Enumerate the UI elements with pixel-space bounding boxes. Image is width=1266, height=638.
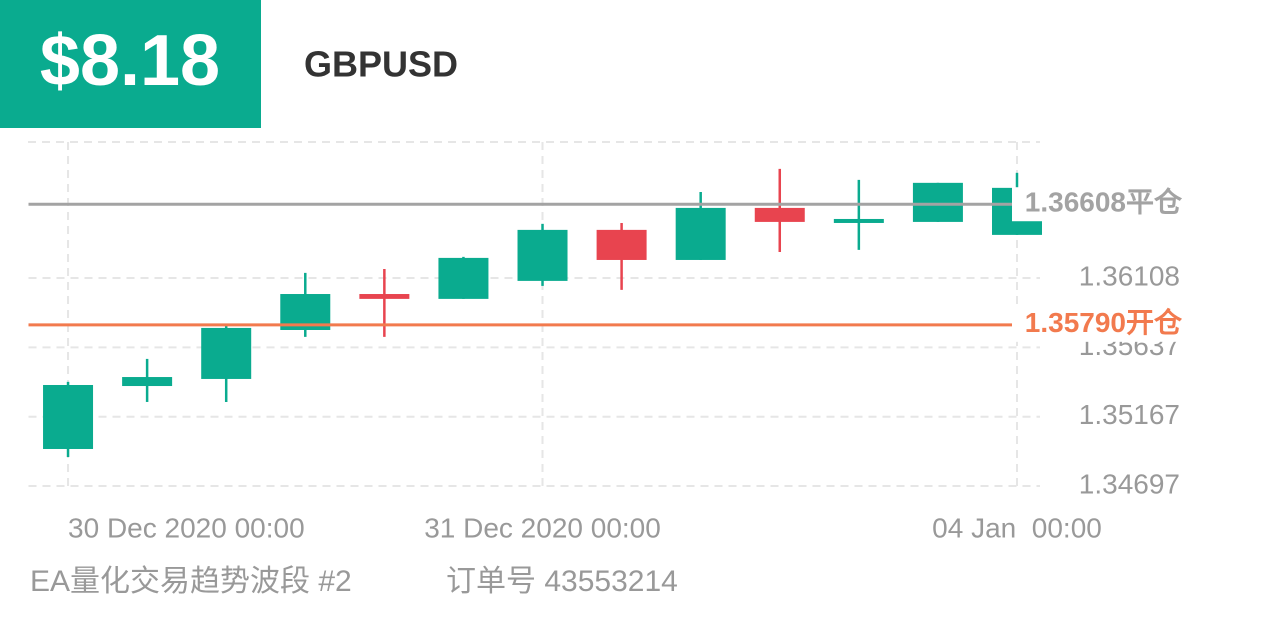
price-line-label: 1.36608平仓	[1025, 187, 1183, 218]
candle-body	[122, 377, 173, 387]
price-badge	[0, 0, 261, 128]
price-line-label: 1.35790开仓	[1025, 307, 1183, 338]
candle-body	[675, 207, 726, 260]
candle-body	[359, 294, 410, 299]
price-label-bg	[1012, 307, 1184, 342]
x-tick-label: 31 Dec 2020 00:00	[424, 512, 661, 543]
candle-body	[833, 218, 884, 223]
y-tick-label: 1.36108	[1079, 260, 1180, 291]
y-tick-label: 1.35167	[1079, 399, 1180, 430]
strategy: EA量化交易趋势波段 #2	[30, 565, 352, 598]
candle-body	[596, 229, 647, 260]
candle-body	[912, 182, 963, 222]
candle-body	[517, 229, 568, 281]
candle-body	[754, 207, 805, 222]
candle-body	[201, 327, 252, 379]
y-tick-label: 1.34697	[1079, 468, 1180, 499]
candle-body	[43, 384, 94, 449]
price: $8.18	[40, 21, 220, 101]
x-tick-label: 30 Dec 2020 00:00	[68, 512, 305, 543]
candle-body	[438, 257, 489, 299]
x-tick-label: 04 Jan 00:00	[932, 512, 1102, 543]
order-number: 订单号 43553214	[446, 565, 678, 598]
price-label-bg	[1012, 187, 1184, 222]
symbol: GBPUSD	[304, 44, 458, 85]
